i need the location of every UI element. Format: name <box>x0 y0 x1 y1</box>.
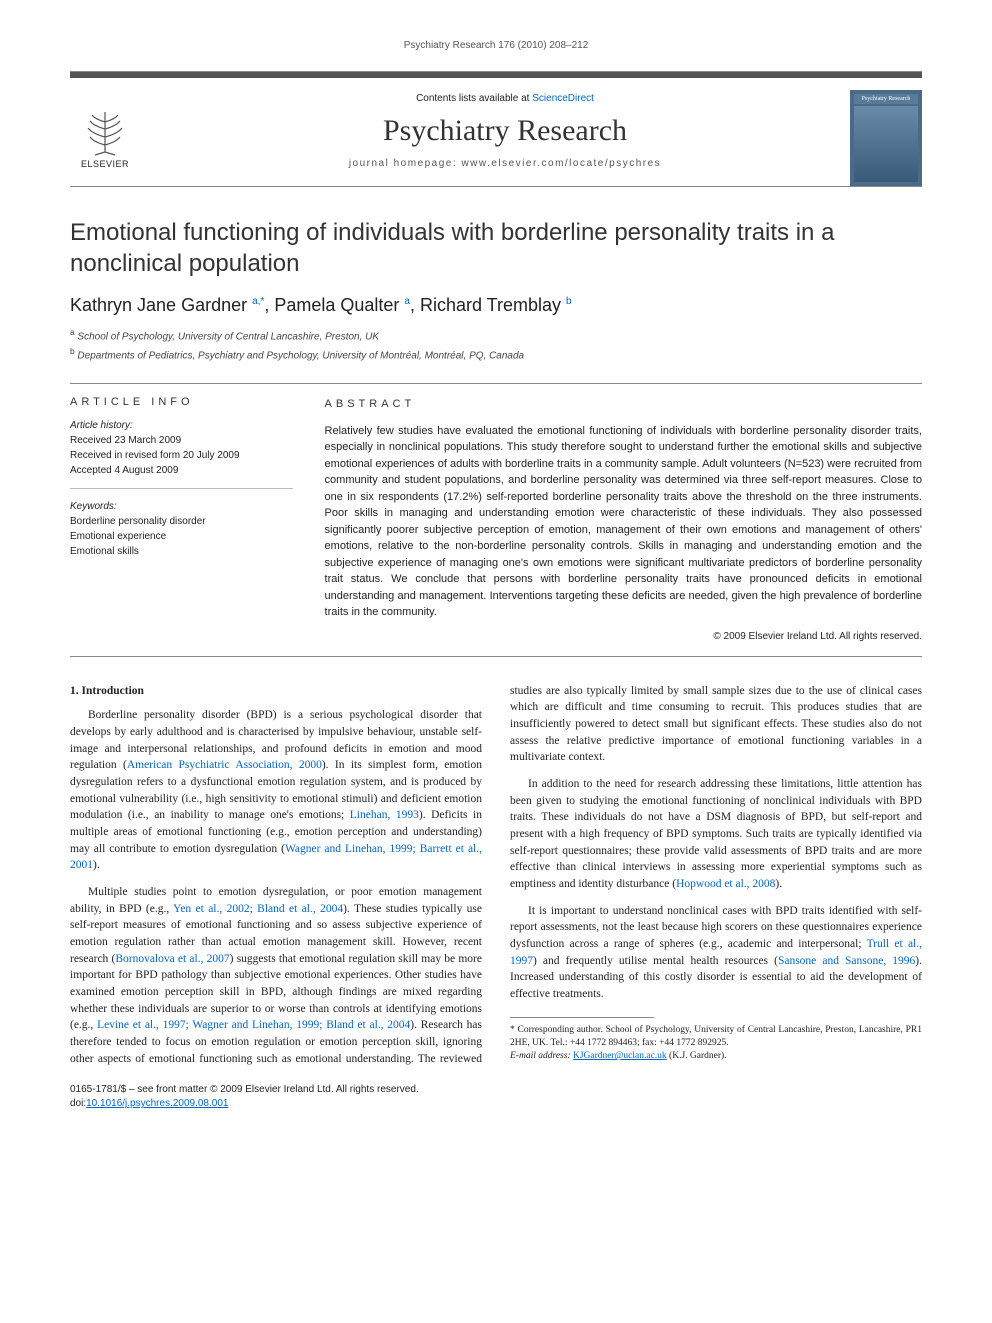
homepage-url: www.elsevier.com/locate/psychres <box>461 158 661 169</box>
keyword: Emotional skills <box>70 544 293 559</box>
body-paragraph: In addition to the need for research add… <box>510 776 922 893</box>
email-label: E-mail address: <box>510 1051 573 1061</box>
received-date: Received 23 March 2009 <box>70 433 293 448</box>
history-label: Article history: <box>70 418 293 433</box>
keyword: Emotional experience <box>70 529 293 544</box>
corresponding-author-note: * Corresponding author. School of Psycho… <box>510 1024 922 1051</box>
info-abstract-block: ARTICLE INFO Article history: Received 2… <box>70 383 922 657</box>
article-info-header: ARTICLE INFO <box>70 396 293 408</box>
footnotes: * Corresponding author. School of Psycho… <box>510 1024 922 1064</box>
doi-prefix: doi: <box>70 1098 86 1109</box>
article-title: Emotional functioning of individuals wit… <box>70 217 922 279</box>
email-suffix: (K.J. Gardner). <box>667 1051 727 1061</box>
citation-link[interactable]: American Psychiatric Association, 2000 <box>127 759 322 771</box>
homepage-prefix: journal homepage: <box>349 158 462 169</box>
cover-thumb-image <box>854 106 918 182</box>
revised-date: Received in revised form 20 July 2009 <box>70 448 293 463</box>
citation-link[interactable]: Levine et al., 1997; Wagner and Linehan,… <box>97 1019 410 1031</box>
author-list: Kathryn Jane Gardner a,*, Pamela Qualter… <box>70 295 922 316</box>
abstract-header: ABSTRACT <box>325 396 922 413</box>
doi-link[interactable]: 10.1016/j.psychres.2009.08.001 <box>86 1098 228 1109</box>
abstract: ABSTRACT Relatively few studies have eva… <box>309 384 922 656</box>
contents-prefix: Contents lists available at <box>416 93 532 104</box>
journal-cover-thumb: Psychiatry Research <box>850 90 922 186</box>
accepted-date: Accepted 4 August 2009 <box>70 463 293 478</box>
section-heading-1: 1. Introduction <box>70 683 482 700</box>
body-paragraph: It is important to understand nonclinica… <box>510 903 922 1003</box>
affiliations: a School of Psychology, University of Ce… <box>70 326 922 363</box>
masthead: ELSEVIER Contents lists available at Sci… <box>70 71 922 187</box>
affiliation-b: Departments of Pediatrics, Psychiatry an… <box>77 350 524 361</box>
front-matter-line: 0165-1781/$ – see front matter © 2009 El… <box>70 1083 922 1097</box>
running-head: Psychiatry Research 176 (2010) 208–212 <box>70 40 922 51</box>
elsevier-tree-icon <box>80 107 130 157</box>
citation-link[interactable]: Yen et al., 2002; Bland et al., 2004 <box>173 903 343 915</box>
citation-link[interactable]: Sansone and Sansone, 1996 <box>778 955 915 967</box>
page: Psychiatry Research 176 (2010) 208–212 E… <box>0 0 992 1151</box>
abstract-text: Relatively few studies have evaluated th… <box>325 423 922 621</box>
body-columns: 1. Introduction Borderline personality d… <box>70 683 922 1068</box>
citation-link[interactable]: Hopwood et al., 2008 <box>676 878 775 890</box>
journal-homepage: journal homepage: www.elsevier.com/locat… <box>160 158 850 169</box>
keyword: Borderline personality disorder <box>70 514 293 529</box>
citation-link[interactable]: Linehan, 1993 <box>350 809 419 821</box>
journal-name: Psychiatry Research <box>160 114 850 148</box>
sciencedirect-link[interactable]: ScienceDirect <box>532 93 594 104</box>
keywords-label: Keywords: <box>70 499 293 514</box>
contents-list-line: Contents lists available at ScienceDirec… <box>160 93 850 104</box>
body-paragraph: Borderline personality disorder (BPD) is… <box>70 707 482 874</box>
article-info: ARTICLE INFO Article history: Received 2… <box>70 384 309 656</box>
publisher-name: ELSEVIER <box>81 159 129 169</box>
email-link[interactable]: KJGardner@uclan.ac.uk <box>573 1051 667 1061</box>
citation-link[interactable]: Bornovalova et al., 2007 <box>115 953 229 965</box>
page-footer: 0165-1781/$ – see front matter © 2009 El… <box>70 1083 922 1111</box>
cover-thumb-label: Psychiatry Research <box>854 94 918 104</box>
abstract-copyright: © 2009 Elsevier Ireland Ltd. All rights … <box>325 629 922 644</box>
footnote-separator <box>510 1017 654 1018</box>
publisher-logo: ELSEVIER <box>70 98 140 178</box>
affiliation-a: School of Psychology, University of Cent… <box>77 332 379 343</box>
